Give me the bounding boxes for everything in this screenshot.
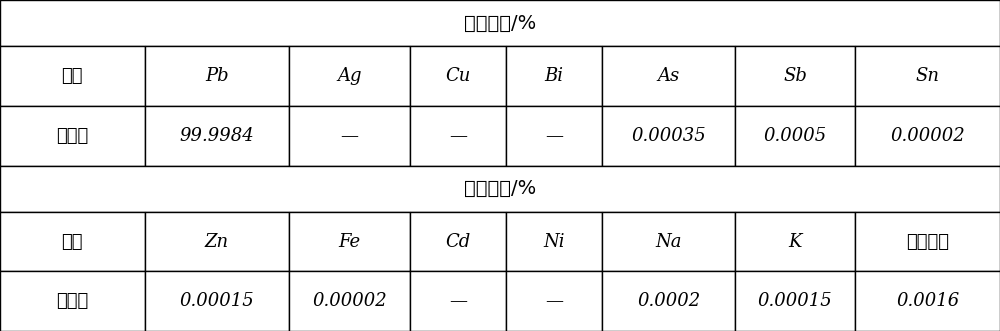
Bar bbox=[0, 0, 1000, 46]
Bar bbox=[735, 46, 855, 106]
Bar bbox=[0, 46, 145, 106]
Text: Sb: Sb bbox=[783, 67, 807, 85]
Bar bbox=[0, 271, 145, 331]
Bar bbox=[506, 106, 602, 166]
Text: 硫酸铅: 硫酸铅 bbox=[56, 292, 88, 310]
Bar bbox=[855, 271, 1000, 331]
Bar bbox=[506, 46, 602, 106]
Text: K: K bbox=[788, 233, 802, 251]
Text: Ag: Ag bbox=[337, 67, 362, 85]
Bar bbox=[289, 271, 410, 331]
Bar bbox=[602, 106, 735, 166]
Text: 元素: 元素 bbox=[62, 233, 83, 251]
Bar bbox=[410, 271, 506, 331]
Text: 化学元素/%: 化学元素/% bbox=[464, 14, 536, 33]
Text: —: — bbox=[449, 127, 467, 145]
Text: —: — bbox=[449, 292, 467, 310]
Text: As: As bbox=[658, 67, 680, 85]
Text: 0.00015: 0.00015 bbox=[179, 292, 254, 310]
Bar bbox=[855, 106, 1000, 166]
Text: Sn: Sn bbox=[916, 67, 940, 85]
Text: 0.00015: 0.00015 bbox=[758, 292, 833, 310]
Bar bbox=[735, 106, 855, 166]
Bar bbox=[289, 106, 410, 166]
Text: 化学元素/%: 化学元素/% bbox=[464, 179, 536, 198]
Bar bbox=[602, 271, 735, 331]
Bar bbox=[602, 46, 735, 106]
Bar bbox=[145, 106, 289, 166]
Bar bbox=[735, 212, 855, 271]
Text: 杂质总和: 杂质总和 bbox=[906, 233, 949, 251]
Text: —: — bbox=[340, 127, 358, 145]
Text: 硫酸铅: 硫酸铅 bbox=[56, 127, 88, 145]
Bar bbox=[855, 46, 1000, 106]
Bar bbox=[506, 271, 602, 331]
Text: 99.9984: 99.9984 bbox=[179, 127, 254, 145]
Bar bbox=[506, 212, 602, 271]
Text: 0.0005: 0.0005 bbox=[764, 127, 827, 145]
Bar bbox=[145, 46, 289, 106]
Text: 0.00002: 0.00002 bbox=[312, 292, 387, 310]
Bar bbox=[145, 271, 289, 331]
Bar bbox=[0, 212, 145, 271]
Text: 元素: 元素 bbox=[62, 67, 83, 85]
Text: 0.00035: 0.00035 bbox=[631, 127, 706, 145]
Text: —: — bbox=[545, 127, 563, 145]
Bar bbox=[855, 212, 1000, 271]
Text: —: — bbox=[545, 292, 563, 310]
Text: 0.0016: 0.0016 bbox=[896, 292, 959, 310]
Text: Pb: Pb bbox=[205, 67, 229, 85]
Bar bbox=[410, 46, 506, 106]
Bar bbox=[0, 106, 145, 166]
Bar bbox=[289, 212, 410, 271]
Text: Bi: Bi bbox=[545, 67, 564, 85]
Text: Fe: Fe bbox=[338, 233, 360, 251]
Bar bbox=[735, 271, 855, 331]
Bar bbox=[0, 166, 1000, 212]
Text: Cd: Cd bbox=[445, 233, 470, 251]
Text: 0.0002: 0.0002 bbox=[637, 292, 700, 310]
Bar bbox=[410, 212, 506, 271]
Bar bbox=[602, 212, 735, 271]
Text: Zn: Zn bbox=[205, 233, 229, 251]
Text: Ni: Ni bbox=[543, 233, 565, 251]
Bar bbox=[145, 212, 289, 271]
Text: 0.00002: 0.00002 bbox=[890, 127, 965, 145]
Text: Na: Na bbox=[655, 233, 682, 251]
Bar bbox=[410, 106, 506, 166]
Text: Cu: Cu bbox=[445, 67, 471, 85]
Bar bbox=[289, 46, 410, 106]
